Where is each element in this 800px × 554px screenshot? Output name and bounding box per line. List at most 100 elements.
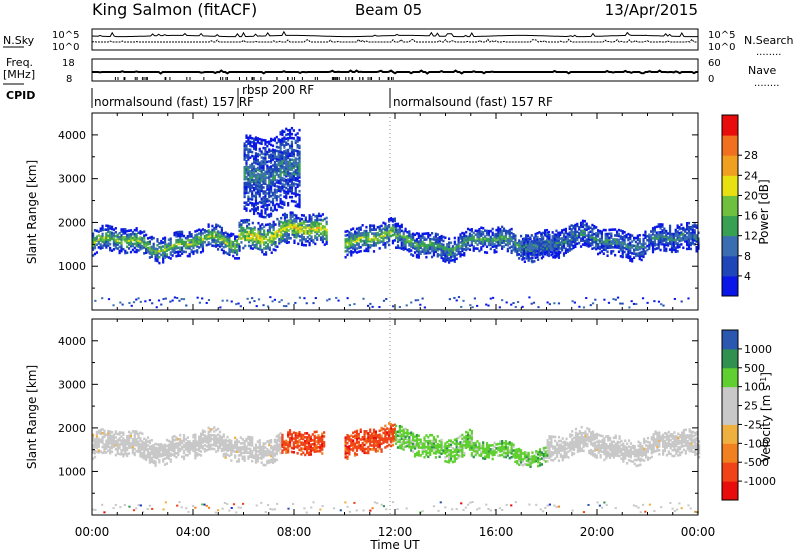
power-cell: [357, 228, 360, 232]
power-cell: [285, 159, 288, 162]
power-cell: [555, 239, 558, 242]
power-cell: [682, 234, 685, 238]
power-cell: [449, 255, 453, 258]
power-cell: [352, 237, 355, 240]
velocity-cell: [152, 451, 155, 455]
power-cell: [684, 230, 687, 233]
power-cell: [275, 171, 278, 174]
power-cell: [271, 203, 275, 207]
power-cell: [264, 241, 268, 244]
power-cell: [257, 247, 260, 251]
velocity-cell: [131, 438, 134, 441]
power-cell: [268, 238, 271, 242]
velocity-cell: [243, 459, 246, 462]
velocity-cell: [131, 451, 134, 455]
velocity-cell: [126, 434, 129, 438]
power-cell: [585, 238, 588, 241]
power-cell: [557, 233, 560, 237]
velocity-cell: [213, 436, 216, 439]
power-cell: [476, 247, 479, 250]
power-cell: [287, 133, 290, 136]
power-cell: [346, 237, 349, 241]
power-cell: [139, 240, 142, 243]
velocity-cell: [129, 446, 133, 449]
power-cell: [444, 236, 447, 240]
power-cell: [526, 244, 530, 247]
velocity-cell: [137, 432, 140, 436]
power-cell: [526, 242, 530, 245]
power-cell: [264, 182, 267, 186]
power-cell: [292, 150, 295, 154]
power-cell: [308, 216, 311, 219]
power-cell: [124, 232, 127, 235]
velocity-cell: [107, 433, 110, 437]
power-cell: [282, 225, 285, 229]
velocity-cell: [305, 511, 308, 514]
velocity-cell: [93, 442, 97, 445]
power-cell: [300, 237, 304, 241]
power-cell: [271, 144, 275, 148]
power-cell: [228, 239, 231, 243]
velocity-cell: [270, 458, 273, 462]
power-cell: [255, 240, 258, 244]
power-cell: [593, 236, 596, 240]
power-cell: [249, 140, 252, 144]
power-cell: [156, 257, 159, 261]
power-cell: [232, 250, 235, 254]
power-cell: [678, 231, 681, 235]
power-cell: [444, 246, 447, 249]
power-cell: [415, 232, 419, 235]
velocity-cell: [260, 457, 263, 460]
power-cell: [448, 257, 451, 260]
velocity-cell: [234, 450, 237, 453]
power-cell: [442, 239, 445, 243]
power-cell: [574, 243, 577, 247]
power-cell: [272, 238, 275, 242]
power-cell: [672, 234, 675, 238]
velocity-cell: [344, 501, 347, 504]
velocity-cell: [145, 454, 148, 458]
velocity-cell: [150, 444, 153, 448]
power-cell: [614, 244, 617, 247]
power-cell: [261, 240, 264, 244]
power-cell: [400, 225, 403, 229]
power-cell: [670, 236, 674, 240]
power-cell: [252, 159, 256, 162]
power-cell: [419, 236, 422, 240]
velocity-cell: [124, 448, 127, 452]
velocity-cell: [207, 442, 210, 445]
power-cell: [415, 243, 419, 247]
power-cell: [271, 152, 275, 155]
power-cell: [429, 243, 432, 247]
velocity-cell: [239, 450, 242, 453]
power-cell: [160, 239, 163, 243]
power-cell: [151, 302, 154, 305]
power-cell: [258, 212, 261, 216]
power-cell: [642, 247, 645, 251]
power-cell: [112, 232, 116, 235]
power-cell: [398, 234, 401, 238]
velocity-cell: [241, 445, 244, 449]
power-cell: [295, 214, 298, 217]
power-cell: [638, 255, 641, 259]
power-cell: [491, 227, 494, 231]
power-cell: [619, 245, 622, 248]
power-cell: [127, 247, 131, 250]
power-cell: [396, 228, 400, 232]
power-cell: [271, 300, 274, 303]
power-cell: [530, 243, 533, 247]
power-cell: [226, 234, 229, 238]
power-cell: [169, 251, 172, 254]
velocity-cell: [152, 459, 155, 463]
power-cell: [249, 176, 252, 179]
power-cell: [629, 245, 632, 249]
power-cell: [587, 239, 590, 242]
power-cell: [252, 202, 256, 206]
power-cell: [299, 231, 302, 234]
power-cell: [551, 244, 554, 248]
power-cell: [255, 242, 258, 246]
power-cell: [287, 241, 290, 244]
velocity-cell: [199, 432, 203, 436]
power-cell: [285, 229, 288, 233]
velocity-cell: [205, 441, 208, 444]
